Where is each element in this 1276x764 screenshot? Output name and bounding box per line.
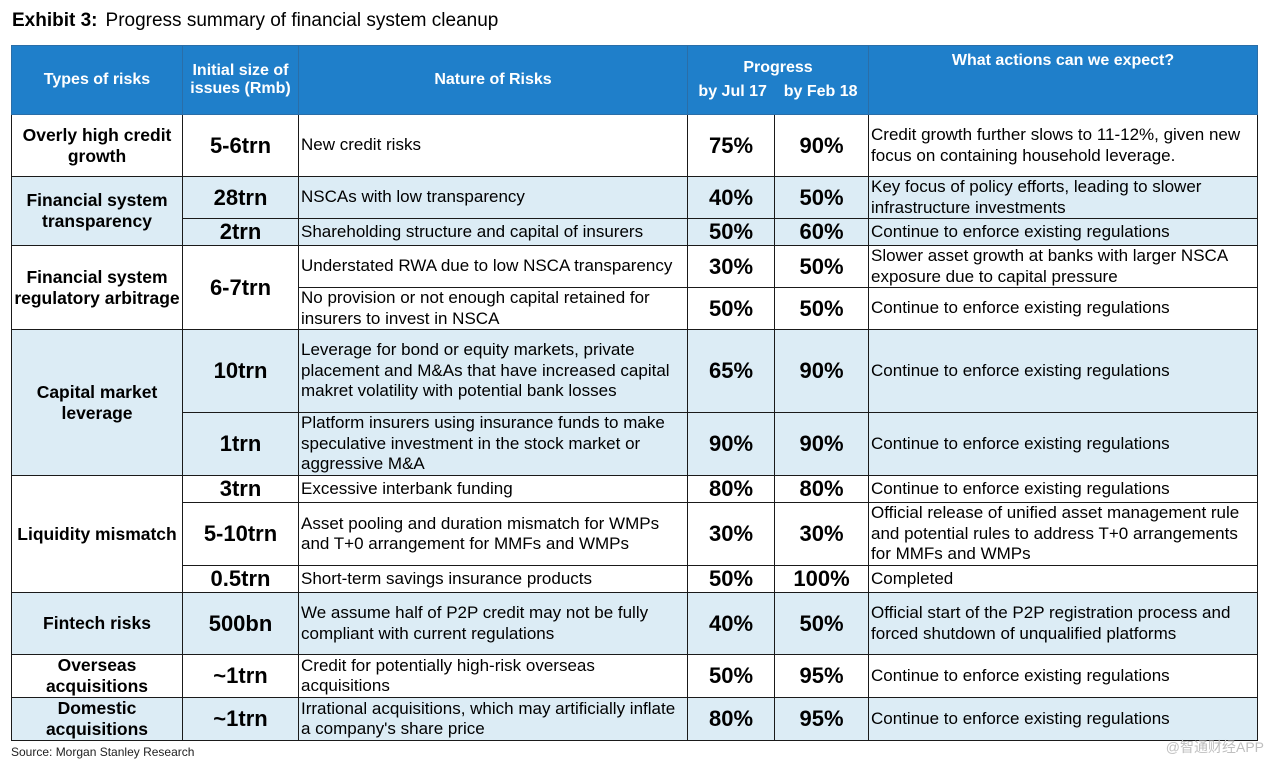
progress-feb18: 80% [773,475,870,503]
progress-feb18: 50% [773,592,870,655]
initial-size: 5-10trn [182,502,299,566]
risk-nature: Leverage for bond or equity markets, pri… [298,329,688,413]
expected-action: Continue to enforce existing regulations [868,218,1259,246]
progress-jul17: 40% [687,592,775,655]
page-title: Exhibit 3: Progress summary of financial … [12,10,498,32]
expected-action: Continue to enforce existing regulations [868,654,1259,698]
progress-jul17: 75% [687,114,775,177]
risk-nature: Credit for potentially high-risk oversea… [298,654,688,698]
risk-nature: New credit risks [298,114,688,177]
initial-size: 3trn [182,475,299,503]
progress-jul17: 50% [687,654,775,698]
progress-feb18: 90% [773,114,870,177]
exhibit-title: Progress summary of financial system cle… [105,10,499,31]
progress-feb18: 50% [773,176,870,219]
exhibit-label: Exhibit 3: [12,10,98,31]
header-jul17: by Jul 17 [698,83,767,100]
risk-type: Domestic acquisitions [11,697,183,741]
risk-nature: NSCAs with low transparency [298,176,688,219]
risk-nature: Excessive interbank funding [298,475,688,503]
expected-action: Slower asset growth at banks with larger… [868,245,1259,288]
expected-action: Official release of unified asset manage… [868,502,1259,566]
table-row: 5-10trn Asset pooling and duration misma… [12,502,1259,566]
progress-feb18: 60% [773,218,870,246]
initial-size: 6-7trn [182,245,299,330]
initial-size: ~1trn [182,697,299,741]
expected-action: Continue to enforce existing regulations [868,287,1259,330]
expected-action: Continue to enforce existing regulations [868,412,1259,476]
progress-jul17: 90% [687,412,775,476]
risk-type: Overly high credit growth [11,114,183,177]
header-progress: Progress by Jul 17 by Feb 18 [686,45,870,115]
progress-feb18: 50% [773,245,870,288]
expected-action: Continue to enforce existing regulations [868,329,1259,413]
header-initial-size: Initial size of issues (Rmb) [182,45,299,115]
table-row: 2trn Shareholding structure and capital … [12,218,1259,246]
risk-nature: Short-term savings insurance products [298,565,688,593]
progress-jul17: 65% [687,329,775,413]
risk-type: Overseas acquisitions [11,654,183,698]
table-row: No provision or not enough capital retai… [12,287,1259,330]
table-row: 1trn Platform insurers using insurance f… [12,412,1259,476]
risk-nature: Understated RWA due to low NSCA transpar… [298,245,688,288]
progress-jul17: 80% [687,475,775,503]
progress-jul17: 50% [687,218,775,246]
table-row: Fintech risks 500bn We assume half of P2… [11,592,1259,655]
table-row: 0.5trn Short-term savings insurance prod… [12,565,1259,593]
risk-type: Financial system regulatory arbitrage [11,245,183,330]
risk-nature: No provision or not enough capital retai… [298,287,688,330]
risk-type: Liquidity mismatch [11,475,183,593]
table-row: Capital market leverage 10trn Leverage f… [11,329,1259,476]
table-row: Financial system transparency 28trn NSCA… [11,176,1259,246]
initial-size: 5-6trn [182,114,299,177]
initial-size: ~1trn [182,654,299,698]
risk-nature: Irrational acquisitions, which may artif… [298,697,688,741]
expected-action: Key focus of policy efforts, leading to … [868,176,1259,219]
table-row: Liquidity mismatch 3trn Excessive interb… [11,475,1259,593]
risk-type: Capital market leverage [11,329,183,476]
watermark: @智通财经APP [1165,739,1264,755]
expected-action: Continue to enforce existing regulations [868,475,1259,503]
progress-jul17: 80% [687,697,775,741]
progress-jul17: 50% [687,565,775,593]
progress-feb18: 95% [773,697,870,741]
risk-nature: Shareholding structure and capital of in… [298,218,688,246]
expected-action: Completed [868,565,1259,593]
progress-jul17: 30% [687,245,775,288]
header-progress-label: Progress [743,59,813,76]
risk-type: Fintech risks [11,592,183,655]
risk-nature: Platform insurers using insurance funds … [298,412,688,476]
progress-feb18: 30% [773,502,870,566]
table-row: Financial system regulatory arbitrage 6-… [11,245,1259,330]
progress-feb18: 90% [773,329,870,413]
risk-nature: Asset pooling and duration mismatch for … [298,502,688,566]
header-feb18: by Feb 18 [783,83,858,100]
progress-jul17: 50% [687,287,775,330]
initial-size: 2trn [182,218,299,246]
progress-feb18: 50% [773,287,870,330]
progress-feb18: 90% [773,412,870,476]
expected-action: Credit growth further slows to 11-12%, g… [868,114,1259,177]
table-row: Overseas acquisitions ~1trn Credit for p… [11,654,1259,698]
progress-feb18: 100% [773,565,870,593]
risk-nature: We assume half of P2P credit may not be … [298,592,688,655]
header-types: Types of risks [11,45,183,115]
initial-size: 28trn [182,176,299,219]
expected-action: Continue to enforce existing regulations [868,697,1259,741]
source-note: Source: Morgan Stanley Research [11,745,195,759]
initial-size: 1trn [182,412,299,476]
header-nature: Nature of Risks [298,45,688,115]
expected-action: Official start of the P2P registration p… [868,592,1259,655]
progress-feb18: 95% [773,654,870,698]
progress-jul17: 30% [687,502,775,566]
initial-size: 10trn [182,329,299,413]
table-row: Overly high credit growth 5-6trn New cre… [11,114,1259,177]
initial-size: 0.5trn [182,565,299,593]
table-row: Domestic acquisitions ~1trn Irrational a… [11,697,1259,741]
progress-table: Types of risks Initial size of issues (R… [11,45,1259,741]
progress-jul17: 40% [687,176,775,219]
header-actions: What actions can we expect? [868,45,1259,115]
risk-type: Financial system transparency [11,176,183,246]
initial-size: 500bn [182,592,299,655]
